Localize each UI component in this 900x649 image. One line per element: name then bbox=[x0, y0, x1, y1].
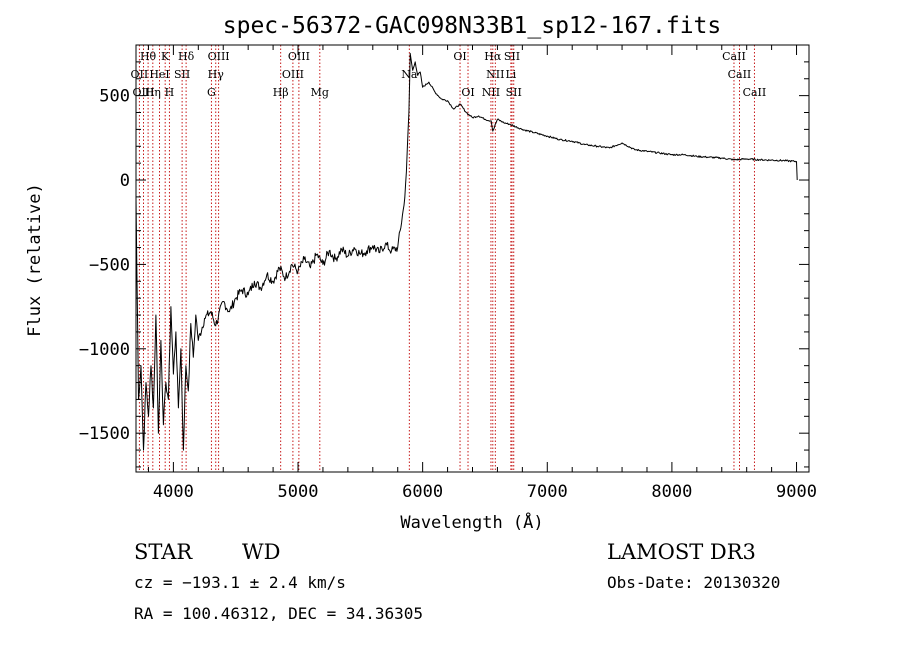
x-tick-label: 6000 bbox=[402, 482, 443, 502]
line-marker-label: OI bbox=[453, 50, 466, 63]
obs-date-text: Obs-Date: 20130320 bbox=[607, 573, 780, 592]
line-marker-label: SII bbox=[174, 68, 190, 81]
y-tick-label: 500 bbox=[99, 87, 130, 107]
x-tick-label: 4000 bbox=[153, 482, 194, 502]
object-class: STAR bbox=[134, 540, 193, 564]
line-marker-label: CaII bbox=[743, 86, 767, 99]
redshift-text: cz = −193.1 ± 2.4 km/s bbox=[134, 573, 346, 592]
y-axis-label: Flux (relative) bbox=[25, 183, 45, 337]
line-marker-label: SII bbox=[506, 86, 522, 99]
line-marker-label: Hγ bbox=[208, 68, 225, 81]
line-markers bbox=[138, 45, 755, 472]
line-marker-label: Hβ bbox=[273, 86, 289, 99]
line-marker-label: NII bbox=[486, 68, 504, 81]
x-tick-label: 8000 bbox=[651, 482, 692, 502]
line-marker-label: K bbox=[161, 50, 170, 63]
x-axis-ticks: 4000 5000 6000 7000 8000 9000 bbox=[147, 45, 817, 502]
line-marker-label: NII bbox=[482, 86, 500, 99]
line-marker-label: H bbox=[165, 86, 175, 99]
y-tick-label: −1500 bbox=[79, 424, 130, 444]
line-marker-label: OII bbox=[131, 68, 149, 81]
x-tick-label: 5000 bbox=[278, 482, 319, 502]
line-marker-label: Hδ bbox=[178, 50, 195, 63]
x-tick-label: 9000 bbox=[776, 482, 817, 502]
y-axis-ticks: −1500 −1000 −500 0 500 bbox=[79, 61, 809, 468]
line-marker-label: OIII bbox=[288, 50, 310, 63]
line-marker-label: Hα bbox=[484, 50, 502, 63]
y-tick-label: 0 bbox=[120, 171, 130, 191]
y-tick-label: −1000 bbox=[79, 340, 130, 360]
object-subclass: WD bbox=[242, 540, 280, 564]
line-marker-label: G bbox=[207, 86, 216, 99]
coordinates-text: RA = 100.46312, DEC = 34.36305 bbox=[134, 604, 423, 623]
plot-frame bbox=[135, 44, 810, 473]
line-marker-label: HeI bbox=[149, 68, 169, 81]
x-axis-label: Wavelength (Å) bbox=[400, 511, 543, 533]
line-marker-label: CaII bbox=[728, 68, 752, 81]
line-marker-label: Li bbox=[505, 68, 516, 81]
chart-title: spec-56372-GAC098N33B1_sp12-167.fits bbox=[223, 13, 722, 39]
spectrum-line bbox=[135, 52, 798, 451]
line-marker-label: OIII bbox=[208, 50, 230, 63]
line-marker-label: CaII bbox=[722, 50, 746, 63]
y-tick-label: −500 bbox=[89, 255, 130, 275]
line-marker-label: OI bbox=[461, 86, 474, 99]
line-marker-label: Mg bbox=[311, 86, 329, 99]
x-tick-label: 7000 bbox=[527, 482, 568, 502]
line-marker-label: OIII bbox=[282, 68, 304, 81]
line-marker-label: Hθ bbox=[140, 50, 157, 63]
line-marker-label: SII bbox=[504, 50, 520, 63]
survey-label: LAMOST DR3 bbox=[607, 540, 756, 564]
line-marker-label: Hη bbox=[145, 86, 161, 99]
